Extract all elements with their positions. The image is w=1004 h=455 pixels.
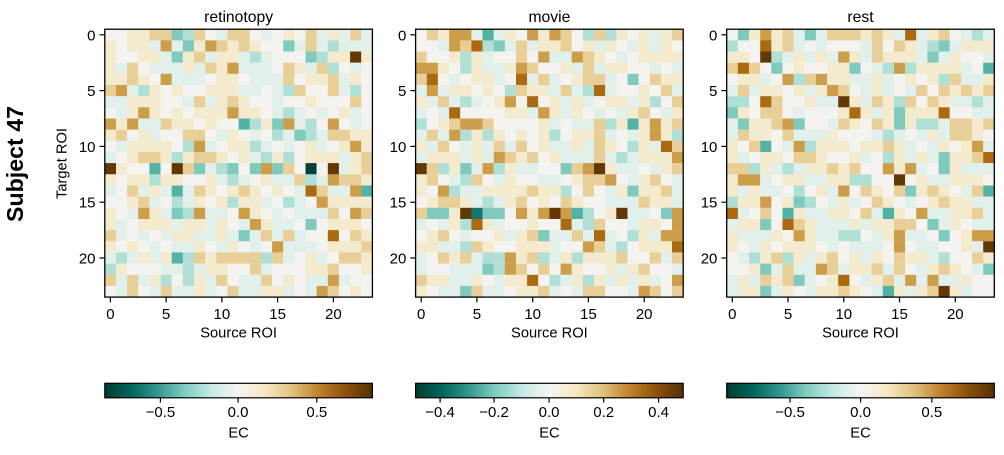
svg-text:0: 0 bbox=[728, 306, 736, 323]
svg-text:5: 5 bbox=[473, 306, 481, 323]
svg-text:15: 15 bbox=[701, 195, 718, 212]
svg-text:0.0: 0.0 bbox=[228, 404, 249, 421]
svg-text:0: 0 bbox=[417, 306, 425, 323]
svg-text:15: 15 bbox=[269, 306, 286, 323]
svg-text:0: 0 bbox=[709, 27, 717, 44]
svg-text:5: 5 bbox=[709, 83, 717, 100]
svg-text:5: 5 bbox=[398, 83, 406, 100]
svg-text:rest: rest bbox=[847, 9, 874, 26]
svg-text:5: 5 bbox=[87, 83, 95, 100]
svg-text:10: 10 bbox=[79, 139, 96, 156]
svg-text:10: 10 bbox=[701, 139, 718, 156]
svg-text:−0.5: −0.5 bbox=[146, 404, 176, 421]
svg-text:10: 10 bbox=[835, 306, 852, 323]
svg-text:Source ROI: Source ROI bbox=[200, 325, 277, 341]
svg-text:10: 10 bbox=[524, 306, 541, 323]
svg-text:movie: movie bbox=[528, 9, 570, 26]
svg-text:0: 0 bbox=[87, 27, 95, 44]
svg-text:20: 20 bbox=[947, 306, 964, 323]
svg-text:15: 15 bbox=[390, 195, 407, 212]
svg-text:0.2: 0.2 bbox=[593, 404, 614, 421]
svg-text:10: 10 bbox=[390, 139, 407, 156]
svg-text:EC: EC bbox=[539, 425, 560, 441]
svg-text:Source ROI: Source ROI bbox=[511, 325, 588, 341]
svg-text:20: 20 bbox=[390, 251, 407, 268]
svg-text:20: 20 bbox=[79, 251, 96, 268]
svg-text:15: 15 bbox=[891, 306, 908, 323]
svg-text:20: 20 bbox=[701, 251, 718, 268]
svg-text:retinotopy: retinotopy bbox=[204, 9, 273, 26]
svg-text:5: 5 bbox=[784, 306, 792, 323]
svg-text:−0.5: −0.5 bbox=[775, 404, 805, 421]
svg-text:Subject 47: Subject 47 bbox=[2, 106, 28, 222]
svg-text:Target ROI: Target ROI bbox=[55, 128, 71, 199]
svg-text:0.4: 0.4 bbox=[648, 404, 669, 421]
svg-text:0.5: 0.5 bbox=[921, 404, 942, 421]
svg-text:0.0: 0.0 bbox=[850, 404, 871, 421]
svg-text:EC: EC bbox=[850, 425, 871, 441]
svg-text:20: 20 bbox=[325, 306, 342, 323]
svg-text:−0.4: −0.4 bbox=[425, 404, 455, 421]
svg-text:0.0: 0.0 bbox=[539, 404, 560, 421]
svg-text:20: 20 bbox=[636, 306, 653, 323]
svg-text:5: 5 bbox=[162, 306, 170, 323]
svg-text:Source ROI: Source ROI bbox=[822, 325, 899, 341]
svg-text:15: 15 bbox=[79, 195, 96, 212]
svg-text:15: 15 bbox=[580, 306, 597, 323]
svg-text:0.5: 0.5 bbox=[306, 404, 327, 421]
svg-text:EC: EC bbox=[228, 425, 249, 441]
svg-text:−0.2: −0.2 bbox=[479, 404, 509, 421]
svg-text:10: 10 bbox=[214, 306, 231, 323]
svg-text:0: 0 bbox=[398, 27, 406, 44]
svg-text:0: 0 bbox=[106, 306, 114, 323]
